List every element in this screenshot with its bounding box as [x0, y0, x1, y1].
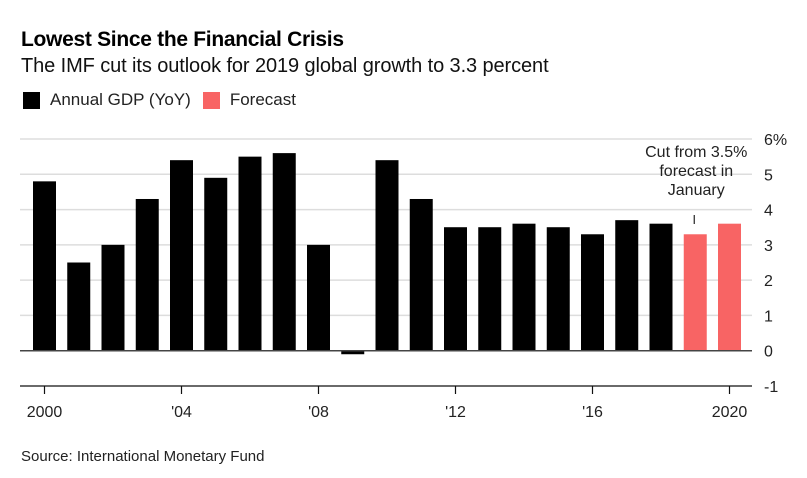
chart-title: Lowest Since the Financial Crisis [21, 28, 344, 51]
bar-2000 [33, 181, 56, 351]
x-tick-label: '12 [445, 404, 466, 421]
x-tick-label: 2000 [27, 404, 63, 421]
annotation-text: Cut from 3.5% [645, 144, 747, 161]
y-tick-label: 2 [764, 273, 773, 290]
bar-2018 [649, 223, 673, 351]
bar-2002 [101, 244, 125, 351]
legend-item-forecast: Forecast [202, 90, 296, 110]
annotation-text: January [668, 182, 725, 199]
x-tick-label: 2020 [712, 404, 748, 421]
legend-label-forecast: Forecast [229, 90, 296, 109]
y-tick-label: 0 [764, 344, 773, 361]
legend-swatch-forecast [202, 91, 220, 109]
legend-item-actual: Annual GDP (YoY) [23, 90, 191, 110]
bar-2007 [272, 153, 296, 351]
bar-2010 [375, 160, 399, 351]
legend-label-actual: Annual GDP (YoY) [50, 90, 191, 109]
x-tick-label: '16 [582, 404, 603, 421]
bar-2006 [238, 156, 262, 351]
annotation: Cut from 3.5% forecast in January [645, 144, 747, 224]
bar-2004 [170, 160, 193, 351]
y-tick-label: 3 [764, 238, 773, 255]
bar-2016 [581, 234, 604, 351]
legend: Annual GDP (YoY) Forecast [23, 90, 308, 110]
legend-swatch-actual [23, 91, 40, 109]
bar-2003 [135, 198, 159, 351]
source-note: Source: International Monetary Fund [21, 448, 265, 465]
y-tick-label: 4 [764, 203, 773, 220]
bar-2005 [204, 177, 228, 351]
bars [33, 153, 741, 355]
y-tick-label: -1 [764, 379, 778, 396]
y-tick-label: 5 [764, 167, 773, 184]
bar-2020 [718, 223, 741, 351]
bar-2017 [615, 220, 639, 351]
bar-2011 [409, 198, 433, 351]
bar-2008 [307, 244, 330, 351]
x-tick-label: '04 [171, 404, 192, 421]
x-tick-label: '08 [308, 404, 329, 421]
annotation-text: forecast in [659, 163, 733, 180]
axes: 6% 5 4 3 2 1 0 -1 2000 '04 '08 '12 '16 2020 [20, 132, 787, 421]
bar-2014 [512, 223, 536, 351]
bar-2015 [546, 227, 570, 351]
y-tick-label: 1 [764, 308, 773, 325]
bar-2019 [683, 234, 707, 351]
bar-2012 [444, 227, 467, 351]
bar-2009 [341, 350, 365, 355]
bar-2001 [67, 262, 91, 351]
bar-2013 [478, 227, 502, 351]
chart-subtitle: The IMF cut its outlook for 2019 global … [21, 55, 549, 77]
y-tick-label: 6% [764, 132, 787, 149]
